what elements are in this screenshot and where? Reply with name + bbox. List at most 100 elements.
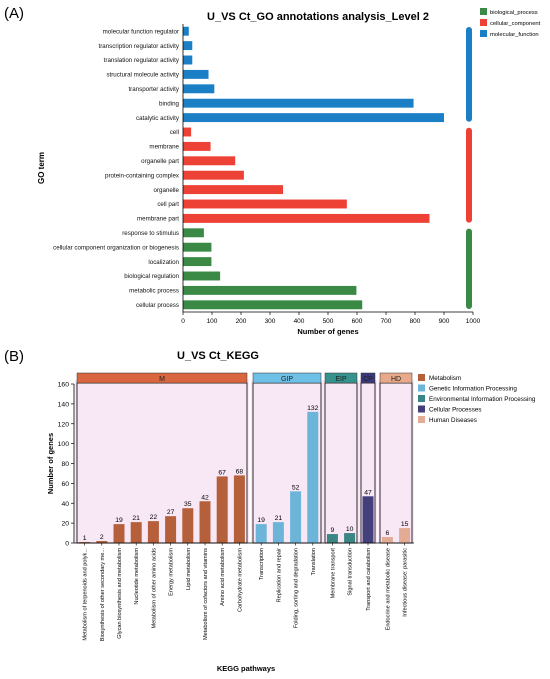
kegg-bar-2 (96, 541, 108, 543)
kegg-value-label: 15 (401, 521, 409, 528)
kegg-y-tick-label: 60 (61, 481, 69, 488)
go-x-tick-label: 900 (439, 318, 450, 325)
kegg-y-axis-label: Number of genes (46, 433, 55, 494)
kegg-bar-3 (113, 524, 125, 543)
kegg-x-axis-label: KEGG pathways (217, 664, 275, 673)
kegg-bar-18 (381, 537, 393, 543)
kegg-y-tick-label: 40 (61, 501, 69, 508)
go-category-label: protein-containing complex (105, 172, 180, 179)
go-x-tick-label: 200 (236, 318, 247, 325)
go-bar-7 (183, 113, 444, 123)
kegg-bar-5 (147, 521, 159, 543)
panel-a-label: (A) (4, 5, 24, 22)
kegg-legend-swatch (418, 405, 425, 413)
go-category-label: biological regulation (124, 273, 179, 280)
go-chart: molecular function regulator transcriptio… (37, 8, 541, 336)
go-bar-8 (183, 127, 192, 137)
go-bar-6 (183, 98, 414, 108)
kegg-band-label: CP (363, 376, 373, 383)
go-category-label: organelle part (141, 158, 179, 165)
go-bar-10 (183, 156, 236, 166)
go-bar-11 (183, 170, 244, 180)
kegg-band-label: HD (391, 376, 401, 383)
kegg-y-tick-label: 80 (61, 461, 69, 468)
go-bar-17 (183, 257, 212, 267)
go-category-label: transcription regulator activity (99, 43, 180, 50)
kegg-y-tick-label: 140 (58, 401, 70, 408)
kegg-value-label: 6 (386, 530, 390, 537)
kegg-band-M (76, 372, 248, 384)
kegg-bar-14 (307, 411, 319, 543)
kegg-bar-7 (182, 508, 194, 543)
kegg-y-tick-label: 0 (65, 541, 69, 548)
go-legend-swatch-cellular_component (480, 19, 487, 26)
kegg-value-label: 2 (100, 534, 104, 541)
kegg-legend-label: Metabolism (429, 375, 461, 382)
go-category-label: molecular function regulator (103, 28, 179, 35)
go-x-tick-label: 300 (265, 318, 276, 325)
kegg-legend-swatch (418, 384, 425, 392)
kegg-bar-13 (290, 491, 302, 543)
go-bar-9 (183, 141, 211, 151)
go-bar-3 (183, 55, 193, 65)
kegg-bar-8 (199, 501, 211, 543)
go-x-tick-label: 100 (207, 318, 218, 325)
kegg-category-label: Glycan biosynthesis and metabolism (117, 548, 123, 639)
kegg-bar-6 (165, 516, 177, 543)
go-group-bracket-biological_process (466, 228, 472, 309)
kegg-value-label: 27 (167, 509, 175, 516)
kegg-bar-19 (399, 528, 411, 543)
kegg-value-label: 35 (184, 501, 192, 508)
kegg-chart: 0 20 40 60 80 100 120 140 160 Number of genes M 1 Me… (46, 372, 536, 673)
kegg-bar-9 (216, 476, 228, 543)
kegg-band-CP (360, 372, 376, 384)
go-x-tick-label: 700 (381, 318, 392, 325)
go-bar-13 (183, 199, 347, 209)
kegg-category-label: Metabolism of other amino acids (151, 548, 157, 629)
go-group-bracket-cellular_component (466, 127, 472, 223)
go-legend-swatch-biological_process (480, 8, 487, 15)
kegg-category-label: Endocrine and metabolic disease (385, 548, 391, 630)
kegg-y-tick-label: 20 (61, 521, 69, 528)
kegg-y-tick-label: 100 (58, 441, 70, 448)
kegg-legend-label: Genetic Information Processing (429, 386, 517, 393)
kegg-value-label: 22 (150, 514, 158, 521)
kegg-category-label: Nucleotide metabolism (134, 548, 140, 605)
go-bar-1 (183, 26, 189, 36)
kegg-band-GIP (252, 372, 322, 384)
go-legend-label: molecular_function (490, 32, 539, 38)
go-bar-19 (183, 285, 357, 295)
kegg-value-label: 52 (292, 484, 300, 491)
kegg-bar-10 (233, 475, 245, 543)
go-category-label: membrane part (137, 216, 179, 223)
go-bar-4 (183, 69, 209, 79)
kegg-value-label: 19 (257, 517, 265, 524)
kegg-category-label: Amino acid metabolism (220, 548, 226, 606)
go-x-axis-label: Number of genes (297, 327, 358, 336)
go-legend-swatch-molecular_function (480, 30, 487, 37)
go-category-label: cell part (157, 201, 179, 208)
kegg-bar-16 (344, 533, 356, 543)
kegg-category-label: Replication and repair (276, 548, 282, 603)
go-category-label: structural molecule activity (106, 72, 179, 79)
go-legend-label: biological_process (490, 10, 538, 16)
kegg-category-label: Infectious disease: parasitic (403, 548, 409, 617)
kegg-value-label: 132 (307, 405, 319, 412)
kegg-bar-15 (326, 534, 338, 543)
go-category-label: binding (159, 100, 180, 107)
go-category-label: cellular process (136, 302, 179, 309)
go-x-tick-label: 400 (294, 318, 305, 325)
kegg-category-label: Metabolism of cofactors and vitamins (203, 548, 209, 640)
kegg-value-label: 1 (83, 535, 87, 542)
kegg-bar-12 (272, 522, 284, 543)
kegg-value-label: 21 (275, 515, 283, 522)
go-bar-18 (183, 271, 221, 281)
kegg-legend-label: Human Diseases (429, 417, 477, 424)
kegg-bar-17 (362, 496, 374, 543)
go-category-label: transporter activity (128, 86, 179, 93)
kegg-y-tick-label: 160 (58, 382, 70, 389)
kegg-value-label: 42 (201, 494, 209, 501)
go-category-label: cell (170, 129, 179, 136)
kegg-value-label: 68 (236, 468, 244, 475)
